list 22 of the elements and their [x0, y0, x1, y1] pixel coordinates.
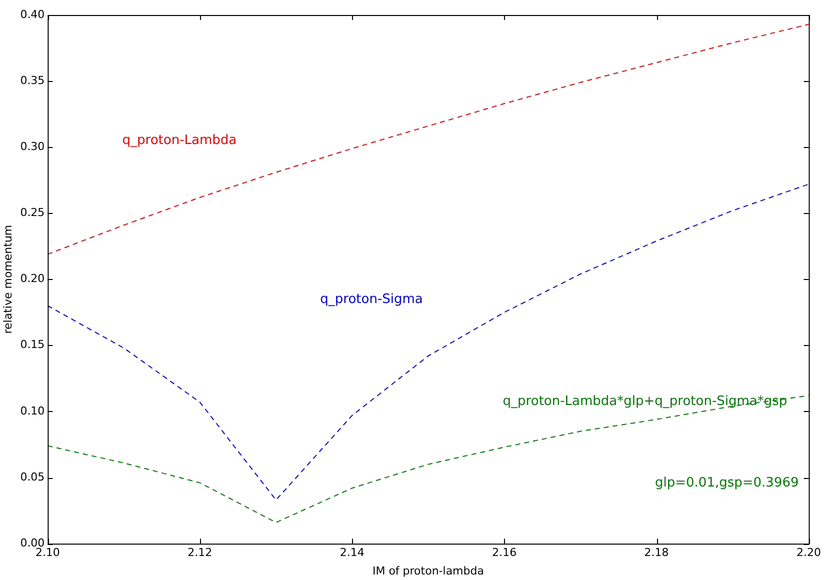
line-series	[48, 24, 809, 255]
x-axis-title: IM of proton-lambda	[372, 564, 484, 578]
x-tick-label: 2.20	[796, 546, 822, 560]
line-series	[48, 395, 809, 523]
y-tick-label: 0.40	[20, 8, 45, 21]
y-tick-label: 0.35	[20, 74, 45, 87]
y-tick-label: 0.15	[20, 338, 45, 352]
y-axis-title: relative momentum	[1, 224, 14, 334]
y-tick-label: 0.05	[20, 470, 45, 484]
text: q_proton-Sigma	[320, 292, 423, 307]
y-tick-label: 0.20	[20, 272, 45, 286]
x-tick-label: 2.10	[35, 546, 60, 560]
x-tick-label: 2.12	[188, 546, 212, 560]
x-tick-label: 2.16	[492, 546, 517, 560]
text: q_proton-Lambda	[122, 133, 237, 148]
y-tick-label: 0.25	[20, 206, 45, 220]
y-tick-label: 0.10	[20, 404, 45, 418]
x-tick-label: 2.14	[340, 546, 364, 560]
line-series	[48, 184, 809, 500]
y-tick-label: 0.30	[20, 140, 45, 154]
x-tick-label: 2.18	[644, 546, 669, 560]
annotation: glp=0.01,gsp=0.3969	[655, 476, 799, 491]
